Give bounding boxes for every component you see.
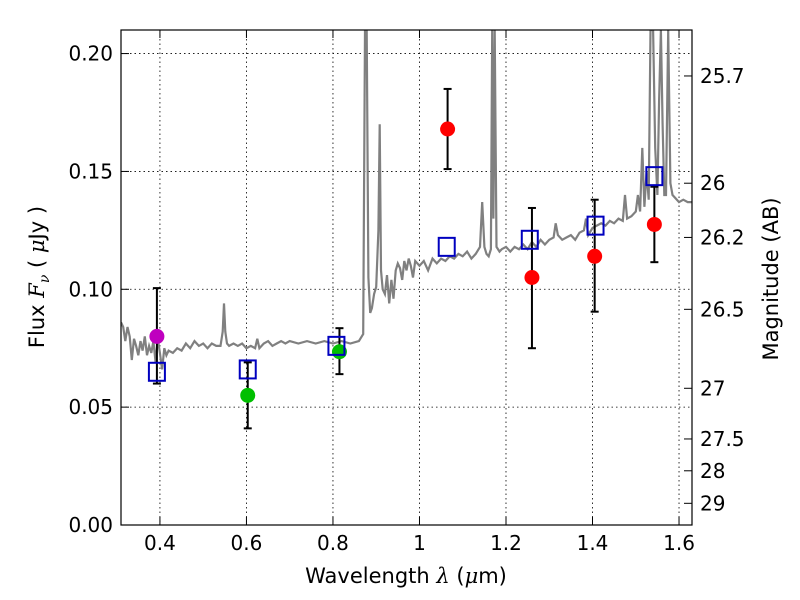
right-tick-label: 25.7 — [700, 64, 745, 88]
model-point — [147, 361, 166, 382]
y-tick-label: 0.10 — [68, 277, 113, 301]
y-tick-label: 0.00 — [68, 513, 113, 537]
model-point — [327, 335, 346, 356]
model-point — [586, 215, 605, 236]
right-tick-label: 27 — [700, 376, 725, 400]
right-tick-label: 26.2 — [700, 225, 745, 249]
x-tick-label: 1.2 — [490, 531, 522, 555]
grid-layer — [121, 30, 692, 526]
model-point — [437, 236, 456, 257]
y-tick-label: 0.20 — [68, 42, 113, 66]
observed-point — [149, 328, 165, 344]
right-tick-label: 26 — [700, 171, 725, 195]
y-tick-label: 0.15 — [68, 159, 113, 183]
observed-point — [240, 387, 256, 403]
x-tick-label: 0.8 — [317, 531, 349, 555]
model-point — [238, 359, 257, 380]
observed-point — [587, 248, 603, 264]
x-tick-label: 1 — [413, 531, 426, 555]
x-tick-label: 0.4 — [144, 531, 176, 555]
observed-point — [646, 216, 662, 232]
model-layer — [147, 166, 664, 382]
tick-layer: 0.4 0.6 0.8 1 1.2 1.4 1.6 0.00 0.05 0.10 0.15 0.20 2… — [68, 30, 745, 555]
x-axis-label: Wavelength λ (μm) — [305, 564, 507, 588]
x-tick-label: 1.6 — [663, 531, 695, 555]
right-tick-label: 29 — [700, 491, 725, 515]
errorbar-layer — [152, 87, 659, 430]
right-tick-label: 28 — [700, 459, 725, 483]
plot-frame — [120, 29, 693, 526]
y-axis-label: Flux Fν ( μJy ) — [25, 206, 53, 348]
observed-point — [524, 270, 540, 285]
right-tick-label: 27.5 — [700, 427, 745, 451]
model-point — [645, 166, 664, 187]
observed-layer — [149, 121, 662, 403]
observed-point — [440, 121, 456, 137]
spectrum-line — [121, 30, 692, 370]
right-axis-label: Magnitude (AB) — [759, 197, 783, 360]
right-tick-label: 26.5 — [700, 297, 745, 321]
model-point — [520, 229, 539, 250]
x-tick-label: 1.4 — [577, 531, 609, 555]
y-tick-label: 0.05 — [68, 395, 113, 419]
x-tick-label: 0.6 — [231, 531, 263, 555]
